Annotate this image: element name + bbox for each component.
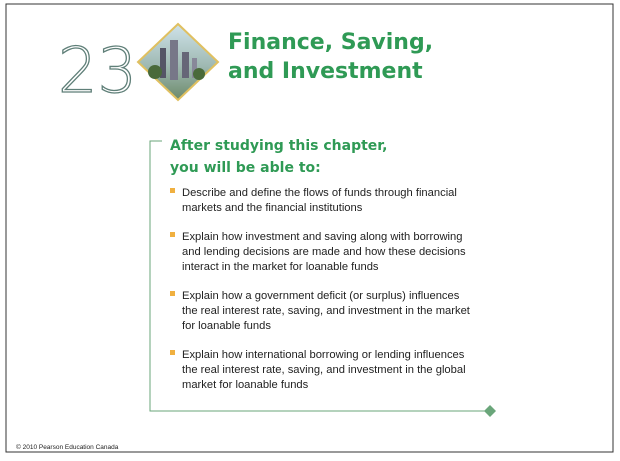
item-line: for loanable funds	[182, 320, 271, 332]
item-line: the real interest rate, saving, and inve…	[182, 305, 471, 317]
bullet	[170, 188, 175, 193]
item-line: markets and the financial institutions	[182, 202, 363, 214]
heading-line: you will be able to:	[170, 160, 321, 176]
slide: 23 Finance, Saving, and Investment After…	[0, 0, 620, 461]
item-line: Explain how a government deficit (or sur…	[182, 290, 460, 302]
item-line: Describe and define the flows of funds t…	[182, 187, 457, 199]
bullet	[170, 291, 175, 296]
item-line: Explain how investment and saving along …	[182, 231, 462, 243]
bullet	[170, 232, 175, 237]
chapter-number: 23	[58, 34, 137, 107]
item-line: the real interest rate, saving, and inve…	[182, 364, 466, 376]
heading-line: After studying this chapter,	[170, 138, 387, 154]
copyright: © 2010 Pearson Education Canada	[16, 443, 119, 451]
title-line: and Investment	[228, 59, 423, 84]
item-line: and lending decisions are made and how t…	[182, 246, 466, 258]
bullet	[170, 350, 175, 355]
item-line: market for loanable funds	[182, 379, 309, 391]
item-line: interact in the market for loanable fund…	[182, 261, 379, 273]
item-line: Explain how international borrowing or l…	[182, 349, 465, 361]
title-line: Finance, Saving,	[228, 30, 433, 55]
